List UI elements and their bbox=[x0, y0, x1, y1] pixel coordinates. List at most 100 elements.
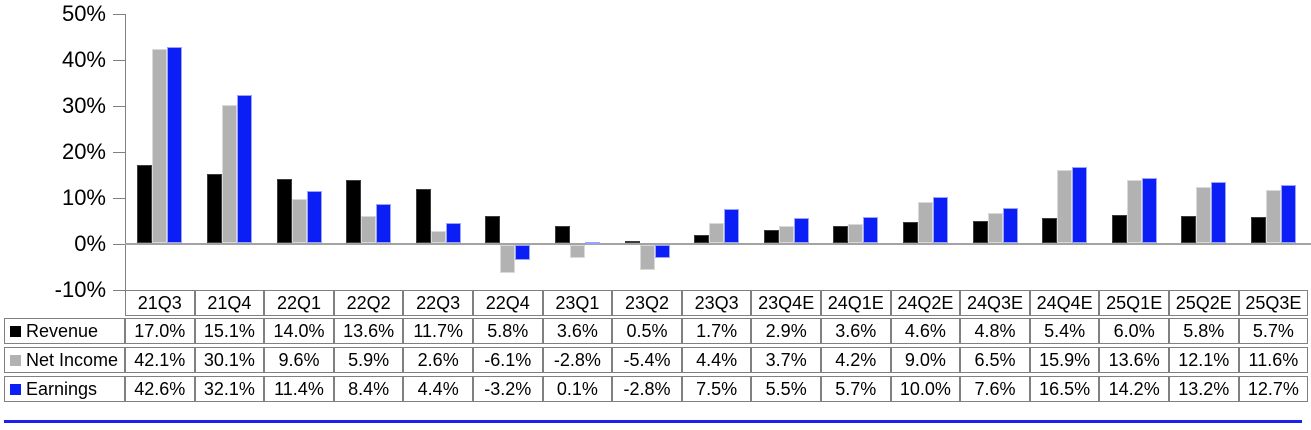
revenue-legend-label: Revenue bbox=[26, 321, 99, 341]
y-axis-label: -10% bbox=[54, 277, 106, 302]
earnings-bar bbox=[1141, 177, 1157, 243]
earnings-bar bbox=[236, 95, 252, 244]
quarter-header-cell: 22Q3 bbox=[403, 290, 473, 316]
net-income-bar bbox=[430, 231, 446, 244]
quarter-header-cell: 23Q1 bbox=[542, 290, 613, 316]
net-income-bar bbox=[569, 245, 585, 258]
bottom-rule bbox=[4, 420, 1302, 423]
revenue-bar bbox=[276, 178, 292, 243]
earnings-bar bbox=[167, 47, 183, 244]
y-axis-tick bbox=[113, 290, 125, 291]
net-income-value-cell: 4.2% bbox=[821, 347, 891, 373]
quarter-header-cell: 21Q4 bbox=[194, 290, 265, 316]
y-axis-label: 0% bbox=[74, 231, 106, 256]
net-income-bar bbox=[1196, 187, 1212, 244]
earnings-bar bbox=[306, 190, 322, 243]
earnings-legend-cell: Earnings bbox=[4, 376, 125, 402]
earnings-bar bbox=[1072, 167, 1088, 243]
earnings-bar bbox=[724, 208, 740, 243]
earnings-bar bbox=[515, 245, 531, 260]
revenue-value-cell: 13.6% bbox=[333, 318, 404, 344]
y-axis-label: 30% bbox=[61, 93, 106, 118]
net-income-value-cell: -6.1% bbox=[473, 347, 543, 373]
net-income-value-cell: 12.1% bbox=[1169, 347, 1239, 373]
revenue-bar bbox=[902, 221, 918, 244]
y-axis-tick bbox=[113, 244, 125, 245]
net-income-bar bbox=[291, 198, 307, 244]
quarter-header-cell: 25Q2E bbox=[1169, 290, 1239, 316]
revenue-value-cell: 14.0% bbox=[264, 318, 334, 344]
earnings-bar bbox=[584, 242, 600, 244]
earnings-swatch-icon bbox=[10, 383, 21, 395]
net-income-value-cell: 11.6% bbox=[1238, 347, 1309, 373]
revenue-bar bbox=[694, 235, 710, 243]
earnings-value-cell: 5.5% bbox=[751, 376, 821, 402]
earnings-bar bbox=[1280, 184, 1296, 243]
net-income-value-cell: -2.8% bbox=[542, 347, 613, 373]
revenue-bar bbox=[346, 180, 362, 244]
revenue-bar bbox=[1111, 215, 1127, 243]
net-income-value-cell: 6.5% bbox=[960, 347, 1030, 373]
net-income-value-cell: 13.6% bbox=[1099, 347, 1169, 373]
y-axis-label: 50% bbox=[61, 1, 106, 26]
earnings-bar bbox=[654, 245, 670, 258]
net-income-value-cell: 15.9% bbox=[1029, 347, 1100, 373]
net-income-bar bbox=[778, 225, 794, 243]
earnings-bar bbox=[376, 204, 392, 243]
revenue-value-cell: 11.7% bbox=[403, 318, 473, 344]
revenue-value-cell: 4.6% bbox=[890, 318, 961, 344]
revenue-bar bbox=[763, 229, 779, 243]
revenue-value-cell: 0.5% bbox=[612, 318, 682, 344]
quarter-header-cell: 22Q1 bbox=[264, 290, 334, 316]
revenue-bar bbox=[1042, 218, 1058, 243]
revenue-value-cell: 17.0% bbox=[125, 318, 195, 344]
revenue-value-cell: 5.4% bbox=[1029, 318, 1100, 344]
net-income-value-cell: 3.7% bbox=[751, 347, 821, 373]
net-income-bar bbox=[987, 213, 1003, 243]
earnings-value-cell: 4.4% bbox=[403, 376, 473, 402]
net-income-bar bbox=[152, 49, 168, 244]
quarter-header-cell: 24Q3E bbox=[960, 290, 1030, 316]
quarter-header-cell: 23Q3 bbox=[681, 290, 752, 316]
net-income-value-cell: 30.1% bbox=[194, 347, 265, 373]
quarter-header-cell: 21Q3 bbox=[125, 290, 195, 316]
net-income-value-cell: 5.9% bbox=[333, 347, 404, 373]
earnings-value-cell: 42.6% bbox=[125, 376, 195, 402]
revenue-bar bbox=[624, 240, 640, 243]
revenue-value-cell: 2.9% bbox=[751, 318, 821, 344]
net-income-legend-label: Net Income bbox=[26, 350, 119, 370]
quarter-header-cell: 25Q1E bbox=[1099, 290, 1169, 316]
y-axis-line bbox=[125, 14, 126, 291]
earnings-bar bbox=[445, 222, 461, 243]
y-axis-label: 10% bbox=[61, 185, 106, 210]
revenue-bar bbox=[833, 226, 849, 244]
earnings-value-cell: 5.7% bbox=[821, 376, 891, 402]
quarter-header-cell: 22Q4 bbox=[473, 290, 543, 316]
revenue-value-cell: 3.6% bbox=[542, 318, 613, 344]
net-income-bar bbox=[917, 201, 933, 243]
revenue-value-cell: 3.6% bbox=[821, 318, 891, 344]
earnings-value-cell: 14.2% bbox=[1099, 376, 1169, 402]
revenue-bar bbox=[554, 226, 570, 244]
zero-gridline bbox=[125, 243, 1311, 245]
revenue-value-cell: 4.8% bbox=[960, 318, 1030, 344]
net-income-value-cell: 2.6% bbox=[403, 347, 473, 373]
net-income-bar bbox=[1057, 169, 1073, 243]
revenue-bar bbox=[972, 220, 988, 243]
quarter-header-cell: 24Q1E bbox=[821, 290, 891, 316]
y-axis-tick bbox=[113, 60, 125, 61]
y-axis-tick bbox=[113, 198, 125, 199]
revenue-value-cell: 15.1% bbox=[194, 318, 265, 344]
earnings-bar bbox=[932, 197, 948, 243]
revenue-bar bbox=[206, 173, 222, 244]
quarter-header-cell: 24Q2E bbox=[890, 290, 961, 316]
net-income-bar bbox=[1126, 180, 1142, 244]
earnings-value-cell: 16.5% bbox=[1029, 376, 1100, 402]
earnings-bar bbox=[1211, 182, 1227, 243]
revenue-swatch-icon bbox=[10, 325, 21, 337]
revenue-value-cell: 5.8% bbox=[473, 318, 543, 344]
net-income-bar bbox=[221, 104, 237, 244]
revenue-value-cell: 6.0% bbox=[1099, 318, 1169, 344]
revenue-bar bbox=[1181, 216, 1197, 243]
